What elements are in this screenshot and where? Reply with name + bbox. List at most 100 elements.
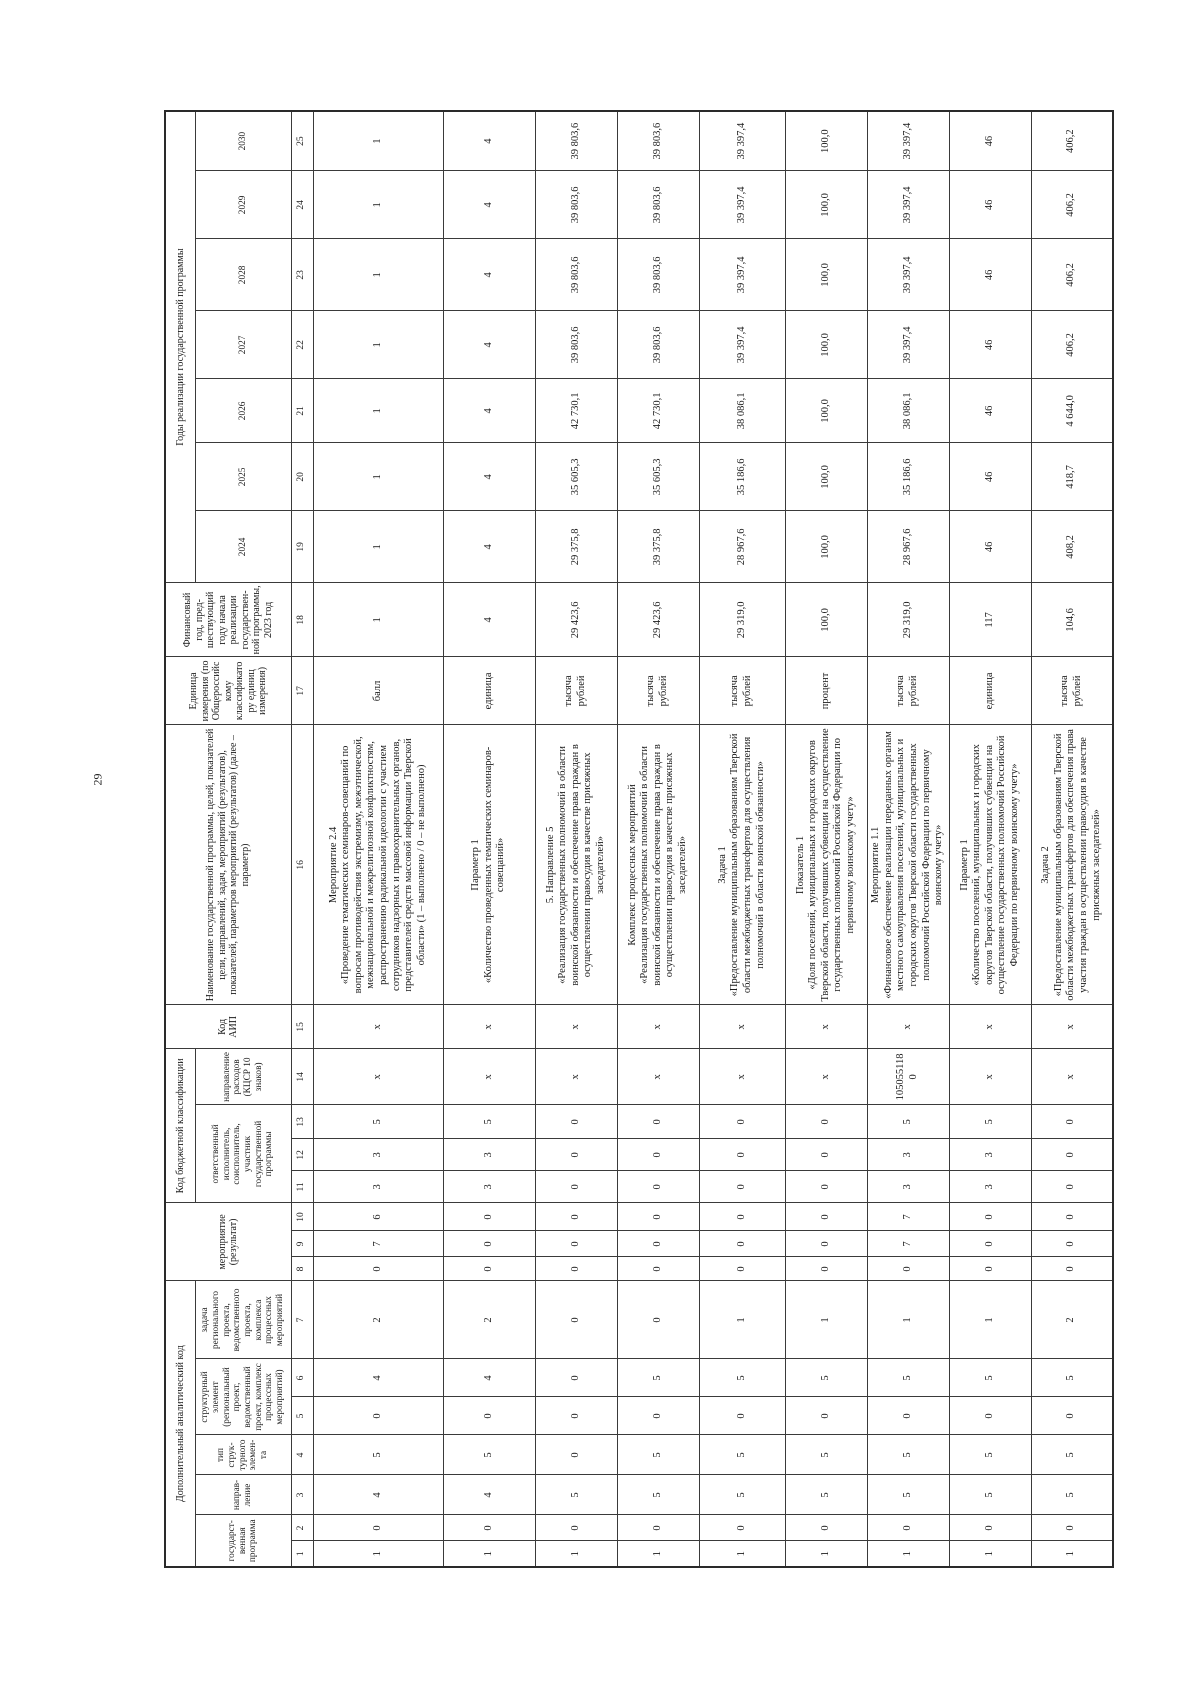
header-meropriyatie-rezultat: мероприятие (результат) (165, 1202, 291, 1281)
table-cell: х (617, 1004, 699, 1049)
table-cell: 0 (617, 1202, 699, 1231)
column-number: 9 (291, 1230, 313, 1257)
table-cell: единица (443, 656, 535, 725)
table-cell: 0 (617, 1280, 699, 1359)
table-cell: 2 (443, 1280, 535, 1359)
table-cell: 1 (699, 1280, 785, 1359)
table-cell: 1 (949, 1541, 1031, 1567)
table-cell: 5 (443, 1435, 535, 1475)
header-year-2030: 2030 (195, 110, 291, 171)
table-cell: 4 (443, 310, 535, 379)
header-gos-programma: государст-венная программа (195, 1515, 291, 1567)
table-cell: балл (313, 656, 443, 725)
table-cell: 0 (443, 1515, 535, 1541)
rotated-table-wrapper: Дополнительный аналитический код меропри… (164, 109, 1114, 1568)
table-cell: 39 803,6 (617, 310, 699, 379)
table-cell: 5 (867, 1475, 949, 1515)
column-number: 2 (291, 1515, 313, 1541)
table-cell: 0 (313, 1256, 443, 1281)
table-cell: 3 (867, 1138, 949, 1171)
table-cell: 0 (699, 1138, 785, 1171)
table-cell: х (535, 1048, 617, 1105)
table-cell: 0 (699, 1397, 785, 1435)
table-cell: 406,2 (1031, 310, 1113, 379)
table-cell: 7 (867, 1202, 949, 1231)
name-cell: Комплекс процессных мероприятий «Реализа… (617, 724, 699, 1005)
table-cell: 0 (867, 1397, 949, 1435)
table-cell: х (785, 1048, 867, 1105)
table-cell: 4 (443, 1359, 535, 1397)
table-cell: 0 (699, 1230, 785, 1257)
table-cell: 0 (535, 1104, 617, 1139)
table-cell: 46 (949, 378, 1031, 443)
table-cell: 4 (443, 510, 535, 583)
table-cell: 39 803,6 (535, 238, 617, 311)
column-number: 17 (291, 656, 313, 725)
table-cell: 0 (699, 1202, 785, 1231)
table-cell: 39 397,4 (867, 238, 949, 311)
table-cell: 5 (1031, 1359, 1113, 1397)
table-cell: 5 (867, 1359, 949, 1397)
column-numbers-row: 1 2 3 4 5 6 7 8 9 10 11 12 13 14 15 16 17 18 19 20 21 22 23 24 2… (291, 110, 313, 1567)
table-cell: 5 (949, 1104, 1031, 1139)
table-cell: 0 (535, 1397, 617, 1435)
table-cell: 39 803,6 (535, 310, 617, 379)
column-number: 16 (291, 724, 313, 1005)
table-cell: 39 803,6 (617, 238, 699, 311)
column-number: 7 (291, 1280, 313, 1359)
column-number: 3 (291, 1475, 313, 1515)
table-cell: 1 (313, 378, 443, 443)
table-cell: 3 (949, 1170, 1031, 1203)
column-number: 11 (291, 1170, 313, 1203)
table-cell: 1 (1031, 1541, 1113, 1567)
table-cell: 7 (313, 1230, 443, 1257)
table-cell: 5 (313, 1104, 443, 1139)
table-cell: 35 605,3 (617, 442, 699, 511)
table-cell: х (443, 1004, 535, 1049)
column-number: 23 (291, 238, 313, 311)
table-cell: 1 (313, 110, 443, 171)
table-row: 1 0 5 5 0 5 1 0 0 0 0 0 0 х х Задача 1 «Предоставление … (699, 110, 785, 1567)
table-cell: 42 730,1 (535, 378, 617, 443)
table-cell: 29 375,8 (535, 510, 617, 583)
table-cell: 4 (443, 170, 535, 239)
table-cell: 5 (949, 1475, 1031, 1515)
table-cell: тысяча рублей (699, 656, 785, 725)
table-cell: 39 397,4 (699, 170, 785, 239)
header-kod-aip: Код АИП (165, 1004, 291, 1049)
table-cell: 39 397,4 (867, 110, 949, 171)
table-cell: 0 (699, 1170, 785, 1203)
header-otvetstvenny-ispolnitel: ответственный исполнитель, соисполнитель… (195, 1104, 291, 1203)
table-cell: 39 375,8 (617, 510, 699, 583)
table-cell: 29 319,0 (867, 582, 949, 657)
column-number: 20 (291, 442, 313, 511)
table-cell: х (867, 1004, 949, 1049)
header-naimenovanie: Наименование государственной программы, … (165, 724, 291, 1005)
table-cell: 5 (699, 1359, 785, 1397)
table-cell: 5 (617, 1359, 699, 1397)
table-cell: 0 (535, 1138, 617, 1171)
column-number: 13 (291, 1104, 313, 1139)
table-cell: 5 (535, 1475, 617, 1515)
table-cell: 0 (867, 1515, 949, 1541)
table-cell: 0 (949, 1397, 1031, 1435)
program-table: Дополнительный аналитический код меропри… (164, 109, 1114, 1568)
table-cell: 5 (617, 1435, 699, 1475)
table-cell: 1050551180 (867, 1048, 949, 1105)
table-cell: 0 (785, 1230, 867, 1257)
table-cell: 46 (949, 110, 1031, 171)
table-cell: 1 (699, 1541, 785, 1567)
table-cell: 39 803,6 (617, 170, 699, 239)
table-cell: 4 (443, 582, 535, 657)
header-year-2028: 2028 (195, 238, 291, 311)
table-cell: 4 (443, 110, 535, 171)
header-edinitsa-izmereniya: Единица измерения (по Общероссийскому кл… (165, 656, 291, 725)
table-cell: тысяча рублей (617, 656, 699, 725)
table-cell: 1 (617, 1541, 699, 1567)
table-cell: х (699, 1048, 785, 1105)
table-cell: 1 (313, 510, 443, 583)
table-cell: 3 (949, 1138, 1031, 1171)
table-cell: 0 (785, 1104, 867, 1139)
table-cell: 46 (949, 510, 1031, 583)
table-cell: х (617, 1048, 699, 1105)
